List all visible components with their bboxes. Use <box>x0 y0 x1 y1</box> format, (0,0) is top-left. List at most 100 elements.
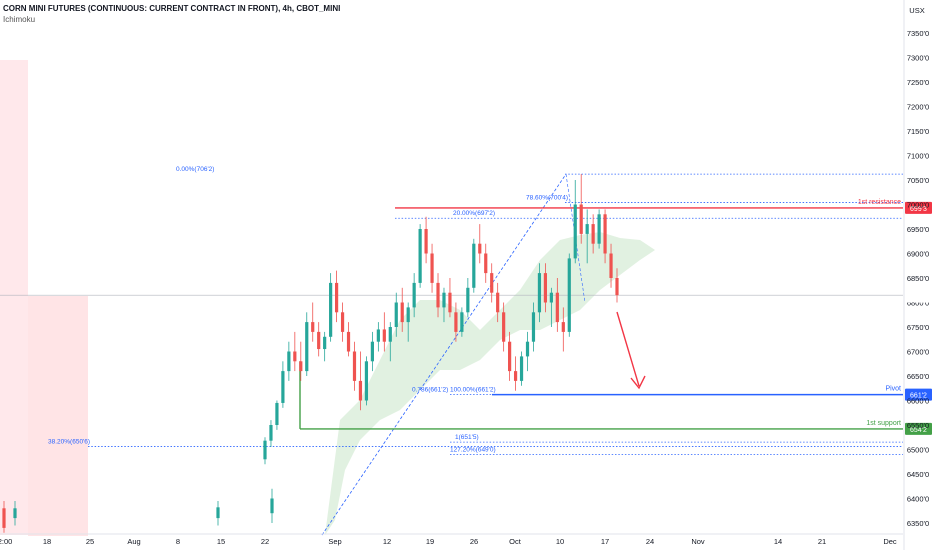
time-tick-label: 15 <box>217 537 225 546</box>
price-unit: USX <box>909 6 924 15</box>
candle-body <box>346 331 351 352</box>
candle-body <box>281 371 285 403</box>
candle-body <box>508 341 512 372</box>
fib-label: 1(651'5) <box>455 434 479 441</box>
candle-body <box>269 425 273 441</box>
candle-body <box>597 214 601 244</box>
candle-body <box>400 302 404 323</box>
pivot-price-tag <box>905 388 932 401</box>
fib-label: 127.20%(649'0) <box>450 446 496 453</box>
candle-body <box>484 253 488 274</box>
candle-body <box>358 380 363 401</box>
time-tick-label: 26 <box>470 537 478 546</box>
price-tick-label: 6650'0 <box>907 372 929 381</box>
candle-body <box>317 331 321 350</box>
candle-body <box>263 440 267 460</box>
time-tick-label: 10 <box>556 537 564 546</box>
candle-body <box>531 312 536 342</box>
pivot-price-tag-text: 661'2 <box>910 393 927 400</box>
time-tick-label: 12 <box>383 537 391 546</box>
candle-body <box>275 402 279 425</box>
price-tick-label: 7150'0 <box>907 127 929 136</box>
candle-body <box>334 282 339 313</box>
time-tick-label: 21 <box>818 537 826 546</box>
candle-body <box>436 282 440 308</box>
support-label: 1st support <box>866 420 901 427</box>
candle-body <box>615 278 619 296</box>
candle-body <box>448 292 452 313</box>
candle-body <box>442 292 446 308</box>
time-tick-label: Aug <box>127 537 140 546</box>
candlestick-series <box>2 174 619 533</box>
fib-label: 100.00%(661'2) <box>450 387 496 394</box>
candle-body <box>472 243 476 288</box>
candle-body <box>406 307 410 323</box>
time-tick-label: Sep <box>328 537 341 546</box>
bearish-arrow-icon <box>616 311 646 390</box>
cloud-bull-area <box>325 232 655 535</box>
candle-body <box>364 361 369 401</box>
current-price-marker <box>905 290 932 303</box>
fib-label: 0.786(661'2) <box>412 387 448 394</box>
candle-body <box>394 302 398 327</box>
price-axis[interactable]: USX 7350'0 7300'0 7250'0 7200'0 7150'0 7100'0 7… <box>903 0 932 550</box>
candle-body <box>299 361 303 372</box>
candle-body <box>466 287 470 313</box>
candle-body <box>216 507 220 519</box>
candle-body <box>513 371 518 381</box>
candle-body <box>340 312 345 332</box>
candle-body <box>352 351 357 381</box>
price-tick-label: 6350'0 <box>907 519 929 528</box>
candle-body <box>591 224 595 244</box>
fib-trend-line <box>321 173 567 536</box>
price-tick-label: 7050'0 <box>907 176 929 185</box>
candle-body <box>603 214 607 254</box>
price-tick-label: 6450'0 <box>907 470 929 479</box>
candle-body <box>329 282 333 337</box>
time-tick-label: 24 <box>646 537 654 546</box>
candle-body <box>376 329 380 342</box>
price-tick-label: 7200'0 <box>907 103 929 112</box>
time-tick-label: 2:00 <box>0 537 12 546</box>
price-tick-label: 7350'0 <box>907 29 929 38</box>
candle-body <box>382 329 386 342</box>
candle-body <box>543 273 548 303</box>
candle-body <box>412 282 416 308</box>
time-tick-label: 14 <box>774 537 782 546</box>
candle-body <box>370 341 374 362</box>
pivot-label: Pivot <box>885 386 901 393</box>
candle-body <box>2 508 6 528</box>
candle-body <box>418 229 422 283</box>
time-tick-label: 25 <box>86 537 94 546</box>
cloud-bear-area <box>28 296 88 536</box>
time-tick-label: Oct <box>509 537 522 546</box>
fib-label: 38.20%(650'6) <box>48 439 90 446</box>
price-tick-label: 6550'0 <box>907 421 929 430</box>
fib-label: 78.60%(700'4) <box>526 195 568 202</box>
candle-body <box>454 312 458 332</box>
fibonacci-retracement: 0.00%(706'2) 78.60%(700'4) 20.00%(697'2) 0.… <box>48 166 903 536</box>
time-tick-label: 19 <box>426 537 434 546</box>
candle-body <box>478 243 482 254</box>
candle-body <box>490 273 494 293</box>
price-tick-label: 6500'0 <box>907 446 929 455</box>
time-axis[interactable]: 2:00 18 25 Aug 8 15 22 Sep 12 19 26 Oct 10 17 24 Nov 14 2… <box>0 533 903 546</box>
time-tick-label: 8 <box>176 537 180 546</box>
price-tick-label: 7000'0 <box>907 201 929 210</box>
time-tick-label: 18 <box>43 537 51 546</box>
chart-title: CORN MINI FUTURES (CONTINUOUS: CURRENT C… <box>3 4 341 13</box>
candle-body <box>305 322 309 372</box>
arrow-head <box>630 375 646 390</box>
resistance-price-tag <box>905 201 932 214</box>
candle-body <box>561 322 565 332</box>
candle-body <box>424 229 428 254</box>
candle-body <box>293 351 297 362</box>
candle-body <box>13 508 17 519</box>
candle-body <box>502 312 506 342</box>
candle-body <box>311 322 315 332</box>
support-resistance-levels: 1st resistance 699'3 Pivot 661'2 1st support… <box>299 199 932 435</box>
price-tick-label: 6850'0 <box>907 274 929 283</box>
candle-body <box>460 312 464 332</box>
candle-body <box>430 253 434 283</box>
